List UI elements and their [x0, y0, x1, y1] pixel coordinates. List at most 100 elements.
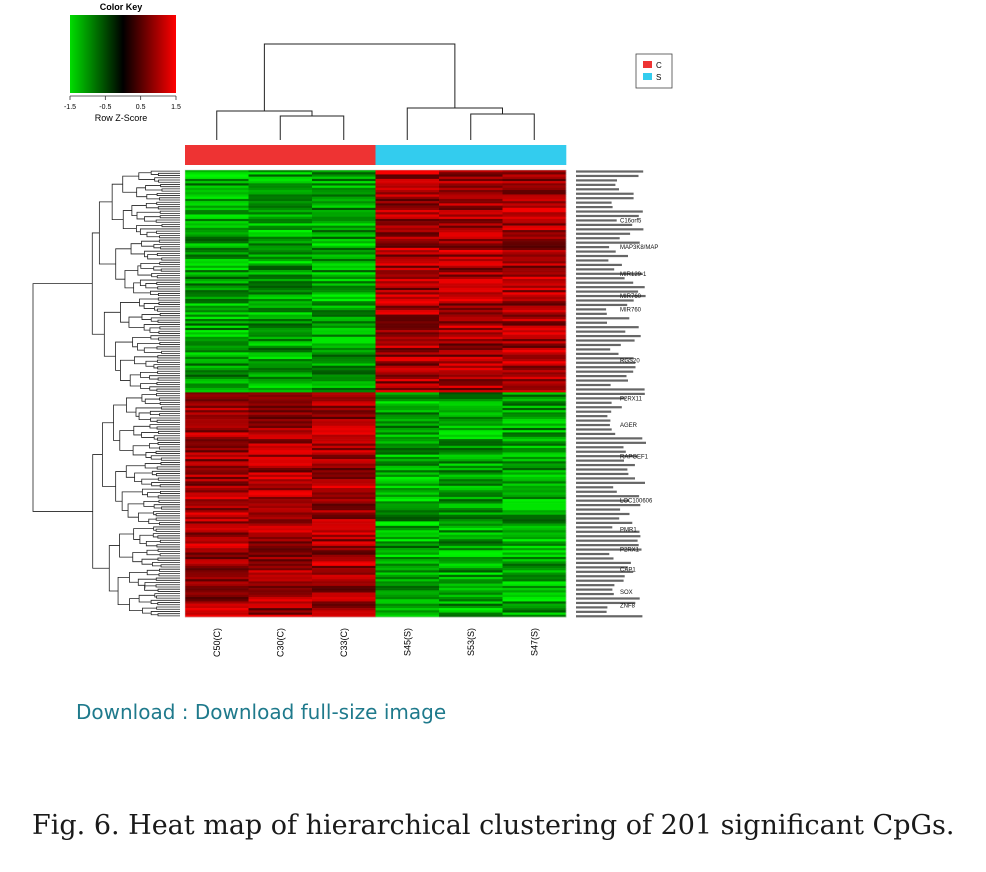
row-dendrogram-branch	[160, 246, 180, 250]
heatmap-cell	[439, 301, 503, 304]
heatmap-cell	[375, 325, 440, 329]
heatmap-cell	[439, 554, 503, 558]
heatmap-cell	[439, 172, 503, 175]
heatmap-cell	[312, 227, 376, 231]
heatmap-cell	[248, 436, 313, 440]
heatmap-cell	[375, 488, 440, 491]
heatmap-cell	[185, 512, 249, 515]
heatmap-cell	[185, 238, 249, 242]
heatmap-cell	[248, 374, 313, 378]
heatmap-cell	[248, 307, 313, 311]
heatmap-cell	[248, 601, 313, 604]
heatmap-cell	[185, 436, 249, 440]
heatmap-cell	[375, 596, 440, 600]
heatmap-cell	[375, 588, 440, 591]
heatmap-cell	[439, 225, 503, 229]
heatmap-cell	[312, 610, 376, 613]
heatmap-cell	[312, 427, 376, 431]
row-dendrogram-branch	[124, 270, 138, 289]
heatmap-cell	[375, 505, 440, 509]
heatmap-cell	[375, 336, 440, 340]
heatmap-cell	[185, 232, 249, 235]
heatmap-cell	[312, 561, 376, 564]
heatmap-cell	[248, 485, 313, 489]
row-label-mark	[576, 544, 639, 547]
heatmap-cell	[248, 445, 313, 449]
heatmap-cell	[312, 263, 376, 266]
heatmap-cell	[375, 474, 440, 478]
heatmap-cell	[312, 599, 376, 602]
heatmap-cell	[185, 439, 249, 442]
heatmap-cell	[439, 354, 503, 358]
heatmap-cell	[312, 454, 376, 458]
heatmap-cell	[312, 370, 376, 373]
heatmap-cell	[439, 439, 503, 442]
heatmap-cell	[502, 614, 567, 618]
row-label-mark	[576, 241, 640, 244]
heatmap-cell	[502, 494, 567, 498]
heatmap-cell	[185, 612, 249, 616]
heatmap-cell	[185, 321, 249, 324]
heatmap-cell	[185, 307, 249, 311]
heatmap-cell	[375, 221, 440, 224]
heatmap-cell	[439, 359, 503, 362]
heatmap-cell	[248, 463, 313, 467]
heatmap-cell	[312, 367, 376, 371]
row-dendrogram-branch	[148, 518, 160, 524]
heatmap-cell	[248, 521, 313, 524]
heatmap-cell	[312, 485, 376, 489]
row-dendrogram-branch	[155, 513, 180, 517]
row-label-mark	[576, 579, 624, 582]
row-dendrogram-branch	[158, 301, 180, 305]
column-label: C50(C)	[212, 628, 222, 657]
heatmap-cell	[375, 583, 440, 587]
row-dendrogram-branch	[158, 179, 180, 183]
download-full-size-link[interactable]: Download : Download full-size image	[76, 700, 447, 724]
heatmap-cell	[502, 283, 567, 286]
heatmap-cell	[312, 545, 376, 549]
heatmap-cell	[185, 472, 249, 475]
row-label-mark	[576, 237, 620, 240]
heatmap-cell	[185, 190, 249, 193]
row-label-mark	[576, 263, 622, 267]
heatmap-cell	[502, 488, 567, 491]
heatmap-cell	[185, 505, 249, 509]
heatmap-cell	[312, 376, 376, 380]
heatmap-cell	[375, 608, 440, 611]
row-dendrogram-branch	[159, 568, 180, 572]
heatmap-cell	[375, 521, 440, 524]
heatmap-cell	[439, 234, 503, 238]
heatmap-cell	[248, 312, 313, 315]
heatmap-cell	[502, 385, 567, 389]
heatmap-cell	[502, 479, 567, 482]
heatmap-cell	[375, 601, 440, 604]
heatmap-cell	[375, 267, 440, 271]
heatmap-cell	[375, 238, 440, 242]
heatmap-cell	[375, 196, 440, 200]
heatmap-cell	[439, 510, 503, 513]
heatmap-cell	[185, 336, 249, 340]
heatmap-cell	[375, 185, 440, 189]
heatmap-cell	[312, 419, 376, 422]
heatmap-cell	[185, 301, 249, 304]
heatmap-cell	[185, 314, 249, 318]
heatmap-cell	[375, 323, 440, 326]
row-dendrogram-branch	[149, 424, 180, 429]
heatmap-cell	[312, 523, 376, 527]
heatmap-cell	[312, 270, 376, 273]
row-label: ZNF8	[620, 603, 636, 609]
heatmap-cell	[502, 185, 567, 189]
heatmap-cell	[248, 534, 313, 538]
row-dendrogram-branch	[145, 185, 162, 191]
heatmap-cell	[248, 563, 313, 567]
heatmap-cell	[439, 247, 503, 251]
heatmap-cell	[312, 552, 376, 556]
heatmap-cell	[312, 436, 376, 440]
heatmap-cell	[502, 218, 567, 222]
heatmap-cell	[502, 590, 567, 593]
row-label-mark	[576, 232, 631, 235]
heatmap-cell	[248, 614, 313, 618]
row-label-mark	[576, 312, 607, 315]
heatmap-cell	[185, 292, 249, 295]
heatmap-cell	[439, 407, 503, 411]
